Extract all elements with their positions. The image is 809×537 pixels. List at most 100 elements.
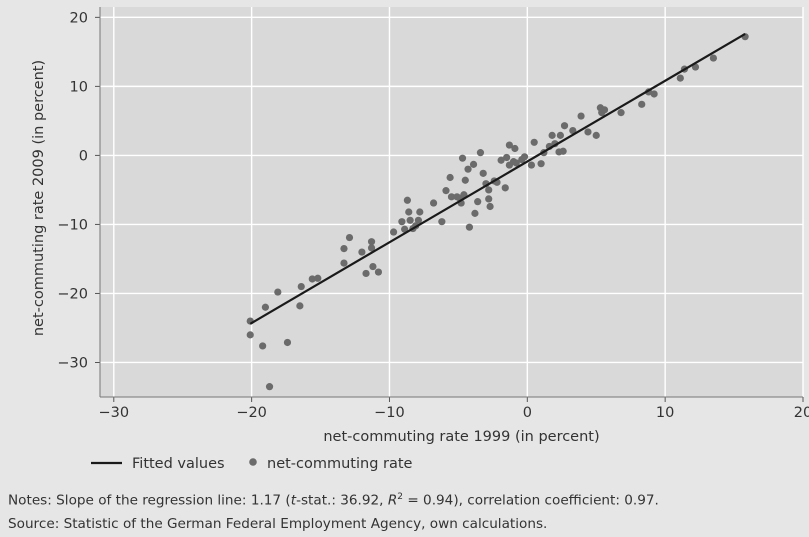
- x-tick-label: 0: [523, 405, 532, 421]
- scatter-point: [246, 331, 254, 339]
- scatter-point: [556, 131, 564, 139]
- scatter-point: [584, 128, 592, 136]
- scatter-point: [390, 228, 398, 236]
- notes-text-mid: -stat.: 36.92,: [296, 492, 388, 509]
- y-axis-title: net-commuting rate 2009 (in percent): [31, 60, 47, 336]
- scatter-point: [469, 160, 478, 168]
- source-line: Source: Statistic of the German Federal …: [8, 515, 548, 532]
- notes-r-symbol: R: [387, 492, 398, 509]
- y-tick-label: 10: [70, 79, 88, 95]
- scatter-point: [617, 109, 625, 117]
- scatter-point: [569, 126, 577, 135]
- scatter-point: [446, 173, 454, 182]
- scatter-point: [676, 74, 684, 82]
- x-tick-label: −30: [98, 405, 129, 421]
- scatter-point: [485, 195, 493, 203]
- scatter-point: [265, 383, 274, 391]
- scatter-point: [464, 165, 472, 173]
- scatter-point: [465, 223, 474, 231]
- scatter-point: [406, 216, 414, 224]
- scatter-point: [474, 198, 482, 206]
- scatter-point: [511, 144, 519, 153]
- scatter-point: [345, 233, 354, 242]
- scatter-point: [520, 153, 529, 161]
- x-axis-title: net-commuting rate 1999 (in percent): [323, 429, 599, 445]
- legend-dot-symbol: [249, 458, 257, 466]
- scatter-point: [438, 218, 446, 226]
- scatter-point: [479, 169, 487, 177]
- scatter-point: [358, 248, 366, 256]
- scatter-point: [340, 259, 348, 267]
- scatter-point: [709, 54, 718, 62]
- scatter-point: [308, 275, 316, 283]
- legend-label-fitted-values: Fitted values: [132, 456, 225, 472]
- scatter-point: [471, 209, 479, 217]
- scatter-point: [447, 193, 456, 201]
- scatter-point: [369, 262, 377, 271]
- scatter-point: [414, 216, 423, 224]
- scatter-point: [560, 122, 569, 130]
- scatter-point: [505, 141, 513, 149]
- legend-label-net-commuting-rate: net-commuting rate: [267, 456, 413, 472]
- scatter-point: [429, 199, 438, 207]
- scatter-point: [274, 288, 282, 296]
- fitted-values-line: [249, 32, 746, 325]
- legend: Fitted values net-commuting rate: [91, 456, 413, 472]
- scatter-points: [246, 33, 749, 391]
- scatter-point: [374, 268, 383, 276]
- scatter-point: [530, 138, 538, 146]
- scatter-point: [600, 106, 609, 114]
- notes-line: Notes: Slope of the regression line: 1.1…: [8, 486, 803, 513]
- scatter-point: [537, 160, 545, 168]
- x-tick-label: 20: [794, 405, 809, 421]
- axis-ticks: −30 −20 −10 0 10 20 −30 −20 −10 0 10 20: [57, 7, 809, 421]
- scatter-point: [297, 282, 305, 291]
- scatter-point: [283, 338, 292, 347]
- scatter-point: [559, 147, 567, 155]
- scatter-point: [461, 176, 469, 184]
- scatter-point: [442, 187, 450, 195]
- x-tick-label: −10: [374, 405, 405, 421]
- scatter-point: [261, 303, 270, 311]
- scatter-point: [367, 244, 376, 252]
- scatter-point: [403, 196, 411, 204]
- x-tick-label: −20: [236, 405, 267, 421]
- scatter-point: [485, 186, 493, 194]
- scatter-point: [486, 202, 494, 211]
- scatter-point: [650, 90, 658, 98]
- scatter-point: [398, 218, 406, 226]
- scatter-point: [501, 184, 509, 192]
- notes-text-prefix: Notes: Slope of the regression line: 1.1…: [8, 492, 291, 509]
- y-tick-label: 0: [79, 148, 88, 164]
- scatter-point: [476, 149, 485, 157]
- scatter-point: [259, 342, 267, 350]
- scatter-point: [512, 159, 520, 167]
- scatter-point: [340, 244, 348, 253]
- scatter-point: [592, 131, 600, 139]
- scatter-point: [405, 208, 413, 216]
- y-tick-label: 20: [70, 10, 88, 26]
- y-tick-label: −30: [57, 355, 88, 371]
- scatter-point: [503, 153, 511, 162]
- notes-block: Notes: Slope of the regression line: 1.1…: [8, 486, 803, 536]
- scatter-point: [458, 154, 467, 162]
- scatter-chart: −30 −20 −10 0 10 20 −30 −20 −10 0 10 20 net-commuti…: [31, 7, 809, 472]
- scatter-point: [548, 131, 556, 139]
- scatter-point: [497, 156, 505, 164]
- scatter-point: [527, 161, 536, 169]
- notes-t-symbol: t: [290, 492, 297, 509]
- fitted-line-layer: [249, 32, 746, 325]
- scatter-point: [296, 302, 304, 310]
- scatter-point: [577, 112, 585, 120]
- y-tick-label: −20: [57, 286, 88, 302]
- scatter-point: [367, 238, 376, 246]
- scatter-point: [362, 269, 370, 278]
- grid-lines: [100, 7, 804, 397]
- notes-r-superscript: 2: [397, 492, 404, 502]
- notes-text-suffix: = 0.94), correlation coefficient: 0.97.: [403, 492, 659, 509]
- scatter-point: [416, 208, 424, 216]
- x-tick-label: 10: [656, 405, 674, 421]
- scatter-point: [314, 274, 322, 282]
- y-tick-label: −10: [57, 217, 88, 233]
